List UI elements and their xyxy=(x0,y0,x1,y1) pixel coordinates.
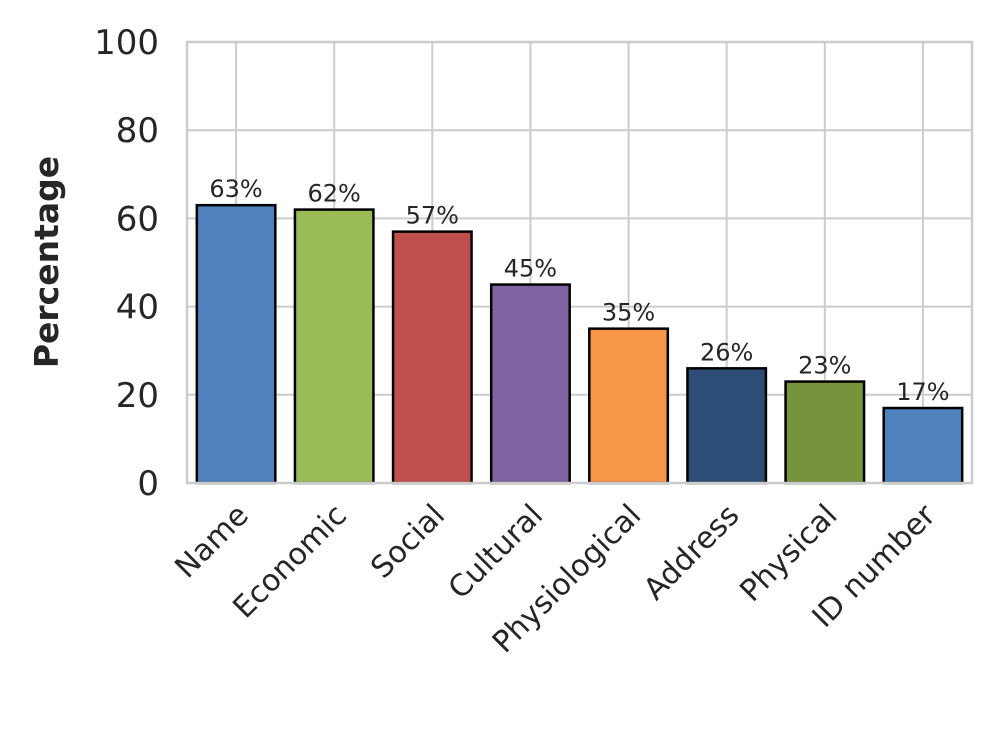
x-tick-label: Social xyxy=(364,498,452,586)
y-tick-label: 100 xyxy=(94,23,159,63)
y-tick-label: 60 xyxy=(116,199,159,239)
bar-value-label: 26% xyxy=(700,338,753,366)
y-tick-label: 0 xyxy=(137,464,159,504)
x-tick-label: Address xyxy=(637,498,746,607)
bar-physiological xyxy=(588,327,670,485)
y-tick-label: 20 xyxy=(116,376,159,416)
bar-value-label: 23% xyxy=(798,352,851,380)
axes-frame xyxy=(185,40,974,485)
bar-value-label: 45% xyxy=(504,255,557,283)
bar-social xyxy=(391,230,473,485)
plot-frame xyxy=(185,40,974,485)
bar-address xyxy=(686,367,768,485)
bar-cultural xyxy=(489,283,571,485)
data-labels: 63% 62% 57% 45% 35% 26% 23% 17% xyxy=(209,175,949,406)
bar-value-label: 17% xyxy=(896,378,949,406)
bar-physical xyxy=(784,380,866,485)
y-tick-label: 40 xyxy=(116,288,159,328)
y-axis-title: Percentage xyxy=(27,156,66,368)
y-axis-ticks: 0 20 40 60 80 100 xyxy=(94,23,159,504)
x-tick-label: Name xyxy=(168,498,255,585)
bars xyxy=(195,203,964,485)
bar-value-label: 57% xyxy=(406,202,459,230)
bar-id-number xyxy=(882,406,964,485)
bar-value-label: 62% xyxy=(308,180,361,208)
bar-economic xyxy=(293,208,375,485)
bar-value-label: 35% xyxy=(602,299,655,327)
bar-name xyxy=(195,203,277,485)
bar-value-label: 63% xyxy=(209,175,262,203)
y-tick-label: 80 xyxy=(116,111,159,151)
